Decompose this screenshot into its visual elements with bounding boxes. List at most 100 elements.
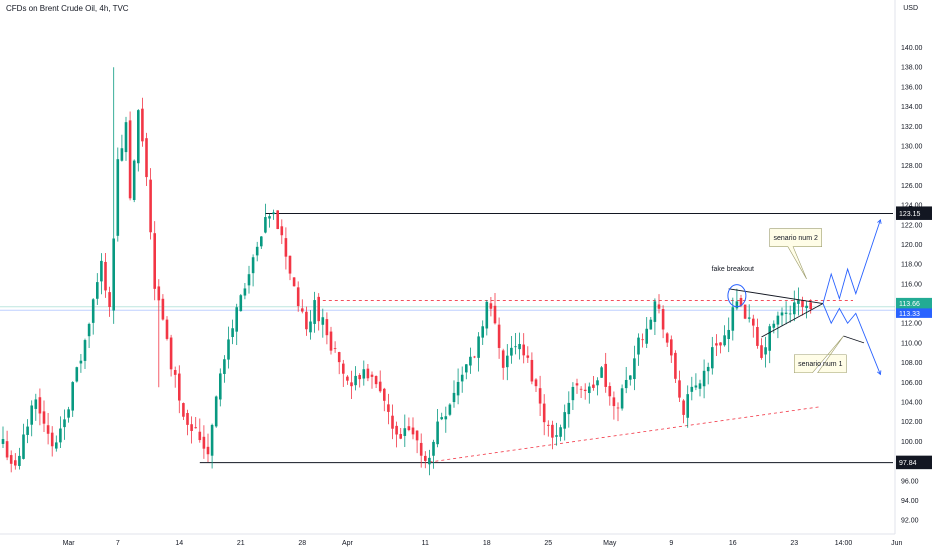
x-tick-label: 18 [483,540,491,547]
candle-body [768,326,771,351]
candle-body [715,343,718,346]
candle-body [501,350,505,368]
candle-body [235,307,238,332]
candle-body [30,405,33,425]
candle-body [526,355,530,358]
candle-body [780,312,784,316]
candle-body [460,374,464,382]
candle-body [55,442,58,449]
candle-body [38,397,42,414]
candle-body [419,442,423,456]
candle-body [329,331,333,351]
candle-body [91,299,95,323]
scenario-2-callout-label: senario num 2 [774,235,818,242]
candle-body [268,216,271,219]
candle-body [481,326,484,338]
candle-body [132,160,136,200]
candle-body [325,319,329,336]
candle-body [202,436,206,449]
candle-body [764,347,767,355]
y-tick-label: 102.00 [901,419,923,426]
y-tick-label: 106.00 [901,380,923,387]
candle-body [292,277,296,287]
candle-body [214,396,218,427]
candle-body [665,333,669,343]
y-tick-label: 100.00 [901,439,923,446]
candle-body [100,260,103,282]
candle-body [415,430,419,441]
candle-body [612,397,616,407]
candle-body [301,308,304,312]
candle-body [493,305,497,324]
candle-body [370,374,374,377]
candle-body [18,455,21,466]
candle-body [157,286,161,301]
candle-body [50,432,54,447]
candle-body [358,374,361,380]
y-tick-label: 132.00 [901,124,923,131]
candle-body [743,304,747,319]
current2-price-label: 113.33 [899,311,920,318]
y-tick-label: 136.00 [901,84,923,91]
candle-body [145,138,148,178]
candle-body [366,368,370,379]
candle-body [219,373,222,400]
candle-body [731,307,735,331]
candle-body [96,282,99,299]
y-tick-label: 118.00 [901,262,922,269]
y-tick-label: 120.00 [901,242,923,249]
candle-body [456,381,460,396]
candle-body [579,388,583,390]
candle-body [223,359,226,374]
x-tick-label: May [603,540,617,547]
candle-body [555,435,558,437]
candle-body [26,426,29,435]
candle-body [407,426,411,431]
candle-body [424,455,427,461]
candle-body [231,328,234,337]
y-tick-label: 122.00 [901,222,923,229]
candle-body [674,352,677,379]
candle-body [686,394,689,418]
candle-body [403,428,407,436]
current-price-label: 113.66 [899,301,920,308]
y-tick-label: 126.00 [901,183,923,190]
candle-body [518,343,521,350]
candle-body [506,355,509,368]
candle-body [210,424,214,456]
y-tick-label: 96.00 [901,478,919,485]
candle-body [178,373,181,401]
high-level-price-label-bg [896,206,932,220]
candle-body [350,382,353,387]
candle-body [784,312,788,314]
candle-body [227,339,230,360]
scenario-2-arrowhead [877,218,882,224]
candle-body [616,407,620,409]
candle-body [678,380,681,398]
candle-body [260,236,263,247]
candle-body [391,415,394,429]
candle-body [702,370,706,387]
candle-body [387,404,390,412]
candle-body [551,424,554,438]
x-tick-label: Mar [63,540,76,547]
candle-body [473,356,476,358]
candle-body [239,295,243,312]
candle-body [22,434,25,459]
candle-body [411,427,415,435]
x-tick-label: 16 [729,540,737,547]
x-tick-label: 14:00 [835,540,853,547]
high-level-price-label: 123.15 [899,211,921,218]
candle-body [706,366,710,372]
candle-body [395,425,398,435]
candle-body [9,455,13,464]
candle-body [477,336,480,358]
candle-body [169,337,173,370]
candle-body [801,300,804,308]
candle-body [42,411,46,424]
candle-body [173,370,177,375]
candle-body [465,364,468,373]
candle-body [809,302,812,310]
